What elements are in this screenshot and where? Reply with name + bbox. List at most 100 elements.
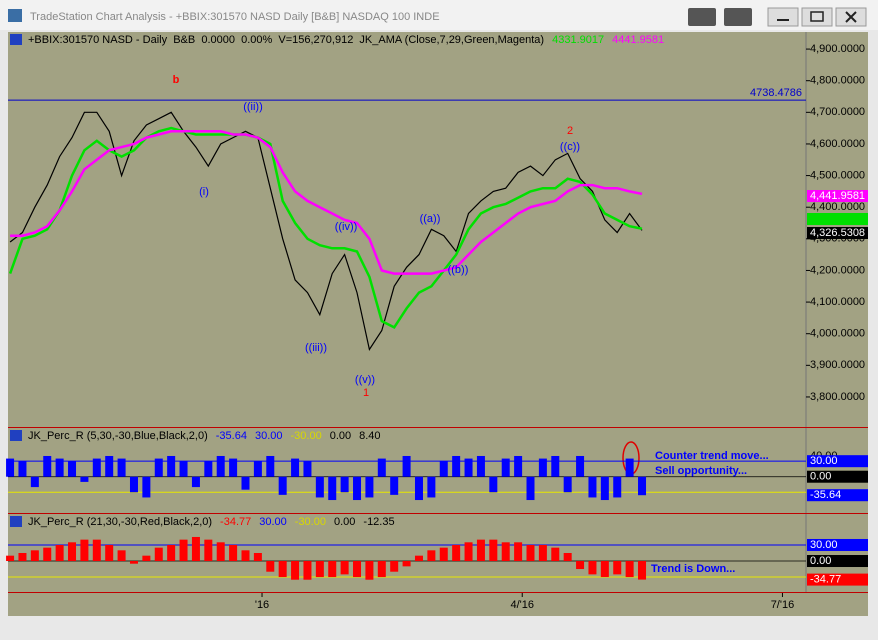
histogram-bar (167, 544, 176, 562)
histogram-bar (476, 539, 485, 562)
header-value: -35.64 (216, 430, 247, 442)
value-tag (807, 538, 868, 551)
histogram-bar (229, 458, 238, 477)
histogram-bar (328, 476, 337, 501)
pane-header: +BBIX:301570 NASD - Daily B&B 0.0000 0.0… (28, 34, 664, 46)
header-value: 30.00 (259, 516, 287, 528)
histogram-bar (92, 458, 101, 477)
value-tag-label: 30.00 (810, 455, 838, 467)
histogram-bar (340, 561, 349, 575)
indicator-button[interactable] (724, 8, 752, 26)
histogram-bar (191, 476, 200, 488)
histogram-bar (390, 561, 399, 572)
histogram-bar (154, 547, 163, 562)
histogram-bar (167, 455, 176, 477)
histogram-bar (18, 461, 27, 477)
wave-label: b (173, 74, 180, 86)
value-tag-label: 0.00 (810, 471, 831, 483)
header-text: JK_Perc_R (21,30,-30,Red,Black,2,0) (28, 516, 212, 528)
histogram-bar (638, 561, 647, 580)
header-value: -30.00 (295, 516, 326, 528)
wave-label: ((ii)) (243, 101, 263, 113)
histogram-bar (216, 542, 225, 562)
histogram-bar (179, 461, 188, 477)
header-value: 4331.9017 (552, 34, 604, 46)
histogram-bar (576, 561, 585, 570)
histogram-bar (551, 547, 560, 562)
header-value: 4441.9581 (612, 34, 664, 46)
x-tick-label: 7/'16 (771, 599, 795, 611)
histogram-bar (353, 476, 362, 501)
wave-label: 2 (567, 125, 573, 137)
wave-label: ((a)) (420, 213, 441, 225)
header-text: JK_Perc_R (5,30,-30,Blue,Black,2,0) (28, 430, 208, 442)
histogram-bar (526, 476, 535, 501)
histogram-bar (154, 458, 163, 477)
histogram-bar (526, 544, 535, 562)
histogram-bar (315, 476, 324, 498)
histogram-bar (402, 455, 411, 477)
wave-label: ((iv)) (335, 221, 358, 233)
histogram-bar (142, 476, 151, 498)
pane-header: JK_Perc_R (5,30,-30,Blue,Black,2,0) -35.6… (28, 430, 381, 442)
histogram-bar (129, 476, 138, 493)
wave-label: ((b)) (448, 264, 469, 276)
series-line (10, 130, 643, 275)
histogram-bar (414, 476, 423, 501)
pane-icon[interactable] (10, 430, 22, 441)
histogram-bar (563, 553, 572, 562)
wave-label: (i) (199, 186, 209, 198)
value-tag-label: -35.64 (810, 489, 841, 501)
histogram-bar (253, 553, 262, 562)
histogram-bar (452, 455, 461, 477)
header-value: -30.00 (291, 430, 322, 442)
header-value: 8.40 (359, 430, 380, 442)
histogram-bar (142, 555, 151, 562)
histogram-bar (278, 561, 287, 578)
pane-icon[interactable] (10, 516, 22, 527)
histogram-bar (452, 544, 461, 562)
histogram-bar (638, 476, 647, 496)
histogram-bar (414, 555, 423, 562)
value-tag (807, 555, 868, 568)
y-tick-label: 4,800.0000 (810, 75, 865, 87)
histogram-bar (6, 555, 15, 562)
histogram-bar (625, 561, 634, 578)
histogram-bar (588, 561, 597, 575)
histogram-bar (6, 458, 15, 477)
y-tick-label: 4,000.0000 (810, 328, 865, 340)
histogram-bar (303, 461, 312, 477)
histogram-bar (501, 458, 510, 477)
histogram-bar (303, 561, 312, 580)
histogram-bar (68, 461, 77, 477)
header-value: 0.00 (330, 430, 351, 442)
histogram-bar (489, 476, 498, 493)
pane-icon[interactable] (10, 34, 22, 45)
histogram-bar (291, 561, 300, 580)
histogram-bar (427, 476, 436, 498)
header-value: 30.00 (255, 430, 283, 442)
histogram-bar (377, 458, 386, 477)
histogram-bar (464, 542, 473, 562)
y-tick-label: 4,200.0000 (810, 264, 865, 276)
histogram-bar (476, 455, 485, 477)
style-button[interactable] (688, 8, 716, 26)
value-tag-label: 30.00 (810, 539, 838, 551)
value-tag (807, 489, 868, 502)
histogram-bar (291, 458, 300, 477)
maximize-button[interactable] (801, 7, 833, 27)
histogram-bar (278, 476, 287, 495)
histogram-bar (340, 476, 349, 493)
histogram-bar (55, 458, 64, 477)
close-icon (845, 11, 857, 23)
histogram-bar (538, 544, 547, 562)
histogram-bar (439, 461, 448, 477)
minimize-button[interactable] (767, 7, 799, 27)
x-tick-label: 4/'16 (510, 599, 534, 611)
histogram-bar (43, 455, 52, 477)
pane-header: JK_Perc_R (21,30,-30,Red,Black,2,0) -34.7… (28, 516, 395, 528)
last-value-tag (807, 213, 868, 225)
y-tick-label: 4,100.0000 (810, 296, 865, 308)
histogram-bar (18, 553, 27, 562)
